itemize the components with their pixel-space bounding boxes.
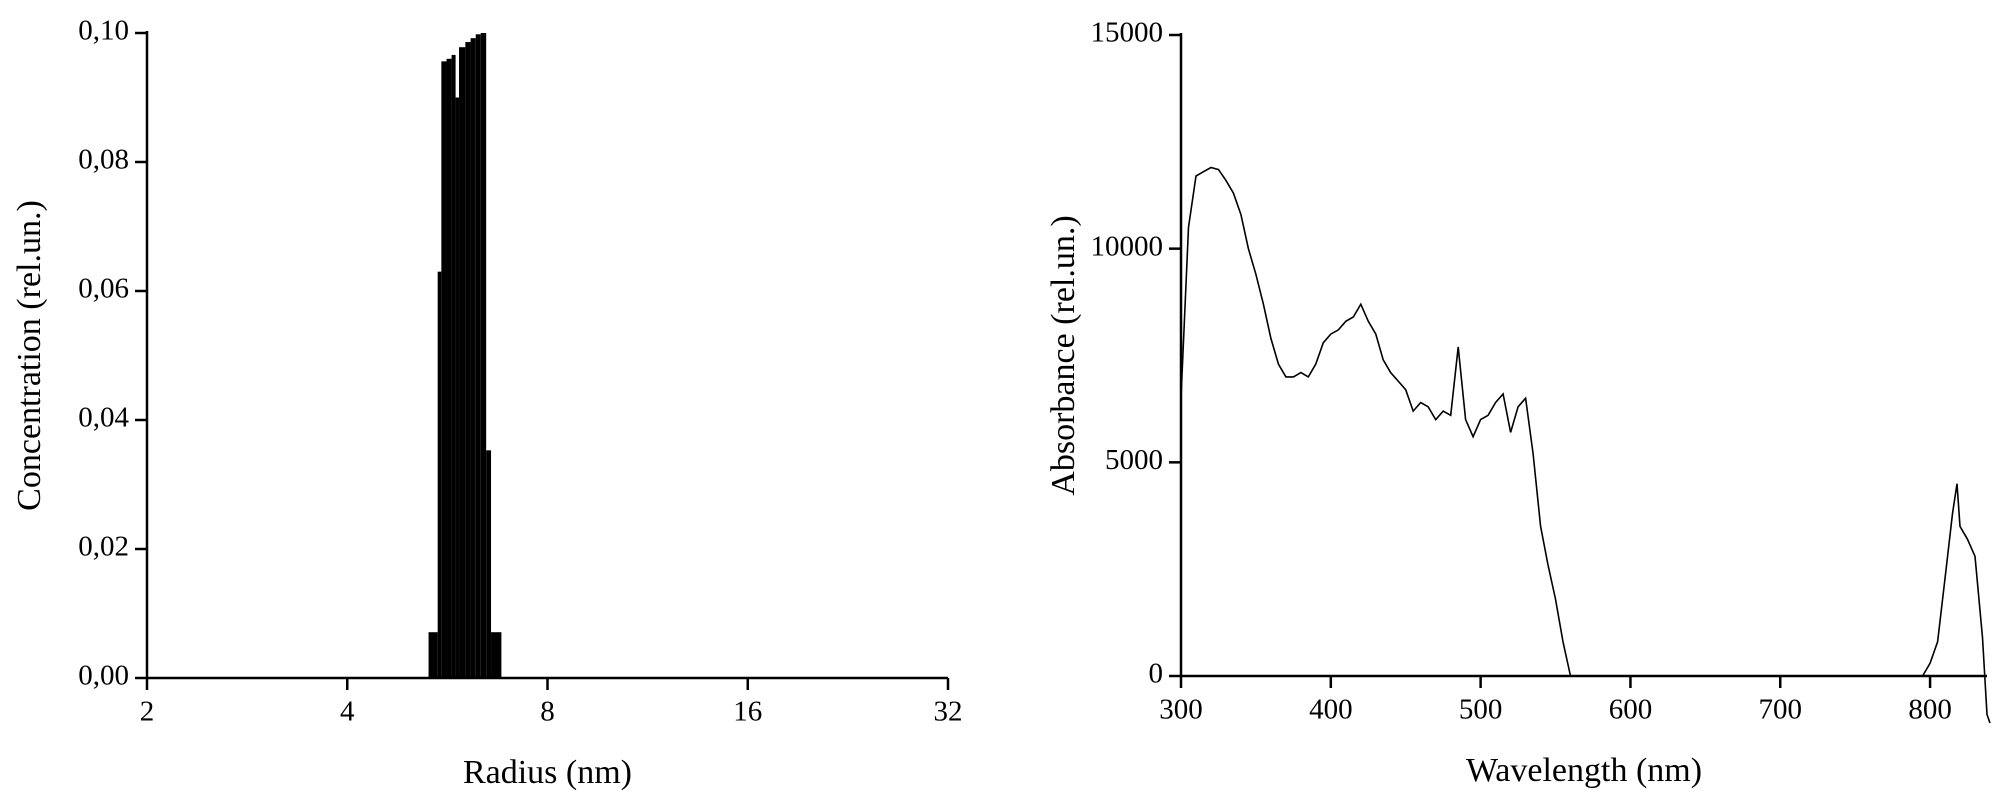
y-tick-label: 0,10 xyxy=(78,15,129,47)
y-tick-label: 0,00 xyxy=(78,660,129,692)
y-tick-label: 10000 xyxy=(1091,230,1164,262)
x-tick-label: 8 xyxy=(540,696,555,728)
bar xyxy=(437,271,442,678)
y-tick-label: 0,02 xyxy=(78,531,129,563)
y-tick-label: 0,08 xyxy=(78,144,129,176)
x-tick-label: 300 xyxy=(1159,694,1203,726)
x-tick-label: 4 xyxy=(340,696,355,728)
bar xyxy=(441,61,447,678)
bar xyxy=(446,58,452,679)
x-tick-label: 2 xyxy=(140,696,155,728)
x-axis-label: Wavelength (nm) xyxy=(1466,752,1702,789)
x-tick-label: 600 xyxy=(1609,694,1653,726)
x-tick-label: 32 xyxy=(934,696,963,728)
bar xyxy=(428,632,438,678)
y-axis-label: Absorbance (rel.un.) xyxy=(1045,215,1082,495)
bar xyxy=(465,42,471,678)
bar xyxy=(480,33,487,678)
y-tick-label: 0,06 xyxy=(78,273,129,305)
y-axis-label: Concentration (rel.un.) xyxy=(11,200,48,511)
y-tick-label: 15000 xyxy=(1091,17,1164,49)
x-tick-label: 400 xyxy=(1309,694,1353,726)
bar xyxy=(451,54,456,679)
bar xyxy=(491,632,502,678)
bar xyxy=(459,47,466,678)
line xyxy=(1180,166,1991,724)
x-tick-label: 700 xyxy=(1759,694,1803,726)
x-axis-label: Radius (nm) xyxy=(463,754,632,791)
bar xyxy=(475,34,481,679)
x-tick-label: 500 xyxy=(1459,694,1503,726)
x-tick-label: 16 xyxy=(733,696,762,728)
bar xyxy=(455,97,460,678)
bar xyxy=(486,450,492,678)
y-tick-label: 0,04 xyxy=(78,402,129,434)
y-tick-label: 5000 xyxy=(1105,444,1163,476)
bar xyxy=(470,38,476,679)
x-tick-label: 800 xyxy=(1908,694,1952,726)
y-tick-label: 0 xyxy=(1149,658,1164,690)
